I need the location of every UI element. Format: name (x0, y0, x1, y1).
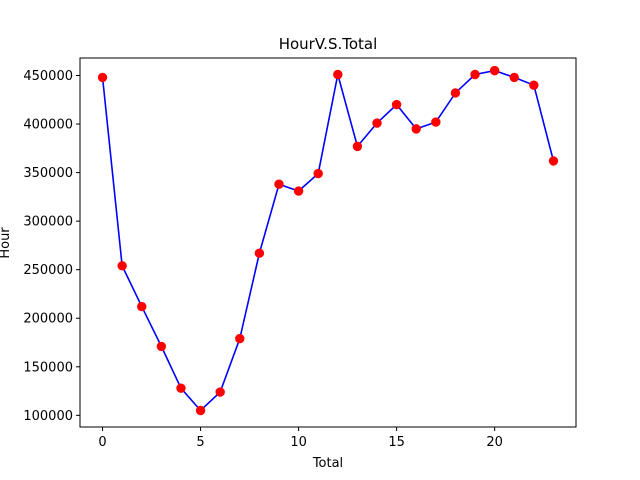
data-point (391, 99, 402, 110)
x-tick-label: 15 (388, 435, 405, 450)
data-point (235, 333, 245, 344)
y-tick-label: 350000 (23, 166, 73, 181)
data-point (274, 179, 284, 189)
data-point (137, 301, 147, 312)
data-point (254, 248, 265, 258)
y-tick-label: 250000 (23, 263, 73, 278)
series-layer (97, 65, 559, 416)
data-point (333, 69, 343, 80)
plot-area (79, 57, 577, 428)
data-point (215, 387, 225, 397)
y-tick-label: 300000 (23, 215, 73, 230)
chart-title: HourV.S.Total (279, 35, 378, 53)
data-point (548, 156, 559, 166)
x-tick-label: 10 (290, 435, 307, 450)
x-axis: 0 5 10 15 20 (98, 427, 503, 450)
y-tick-label: 400000 (23, 118, 73, 133)
data-point (372, 118, 382, 128)
x-tick-label: 0 (98, 435, 106, 450)
y-tick-label: 150000 (23, 360, 73, 375)
x-tick-label: 5 (196, 435, 204, 450)
data-point (450, 88, 461, 98)
y-tick-label: 450000 (23, 69, 73, 84)
data-point (117, 261, 127, 271)
y-tick-label: 200000 (23, 312, 73, 327)
y-axis-title: Hour (0, 227, 13, 259)
x-tick-label: 20 (486, 435, 503, 450)
y-tick-label: 100000 (23, 409, 73, 424)
x-axis-title: Total (312, 456, 343, 471)
data-point (352, 141, 363, 152)
data-point (411, 124, 421, 134)
data-point (509, 72, 519, 83)
data-point (195, 405, 206, 416)
data-point (293, 186, 304, 196)
data-point (156, 341, 167, 352)
data-point (176, 383, 186, 393)
data-point (313, 168, 323, 179)
data-point (529, 80, 539, 90)
data-point (489, 65, 500, 76)
data-point (431, 117, 441, 127)
data-point (470, 69, 480, 80)
y-axis: 100000 150000 200000 250000 300000 350000 4000… (23, 69, 80, 424)
data-point (97, 72, 108, 83)
